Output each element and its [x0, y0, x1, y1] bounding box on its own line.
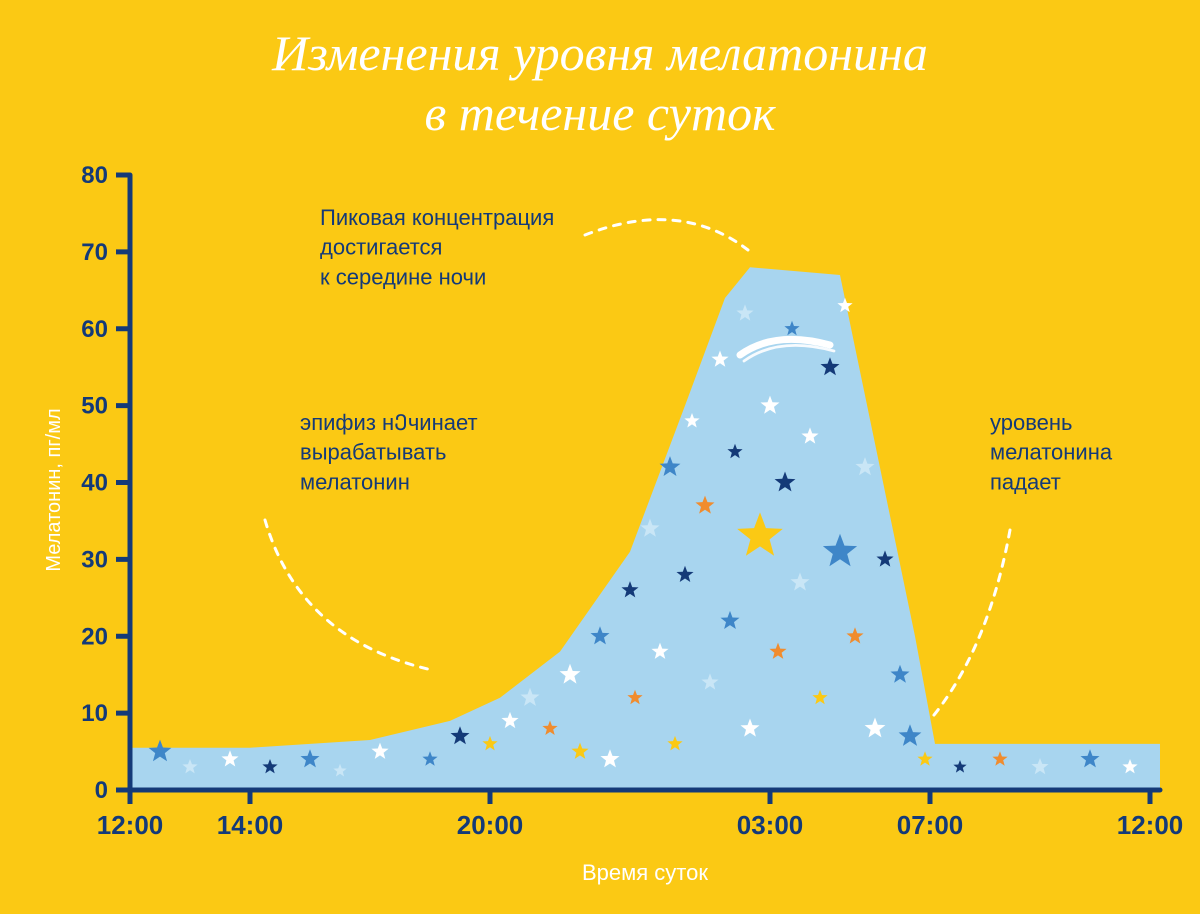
annotation-fall-line0: уровень — [990, 410, 1073, 435]
annotation-peak-line1: достигается — [320, 235, 442, 260]
y-tick-label: 0 — [95, 777, 108, 804]
y-tick-label: 20 — [81, 623, 108, 650]
title-line2: в течение суток — [425, 85, 777, 141]
annotation-fall-line1: мелатонина — [990, 440, 1113, 465]
y-tick-label: 30 — [81, 546, 108, 573]
x-tick-label: 12:00 — [1117, 810, 1184, 840]
x-tick-label: 20:00 — [457, 810, 524, 840]
y-tick-label: 60 — [81, 316, 108, 343]
y-tick-label: 10 — [81, 700, 108, 727]
annotation-fall-line2: падает — [990, 469, 1061, 494]
title-line1: Изменения уровня мелатонина — [271, 25, 928, 81]
x-tick-label: 07:00 — [897, 810, 964, 840]
annotation-peak-line2: к середине ночи — [320, 264, 486, 289]
y-axis-label: Мелатонин, пг/мл — [43, 408, 65, 571]
x-tick-label: 03:00 — [737, 810, 804, 840]
x-tick-label: 14:00 — [217, 810, 284, 840]
annotation-start-line1: вырабатывать — [300, 440, 446, 465]
annotation-start-line0: эпифиз нᲔчинает — [300, 410, 478, 435]
melatonin-chart: Изменения уровня мелатонинав течение сут… — [0, 0, 1200, 914]
y-tick-label: 80 — [81, 162, 108, 189]
y-tick-label: 40 — [81, 470, 108, 497]
y-tick-label: 70 — [81, 239, 108, 266]
x-axis-label: Время суток — [582, 860, 708, 885]
annotation-peak-line0: Пиковая концентрация — [320, 205, 554, 230]
annotation-start-line2: мелатонин — [300, 469, 410, 494]
y-tick-label: 50 — [81, 393, 108, 420]
x-tick-label: 12:00 — [97, 810, 164, 840]
